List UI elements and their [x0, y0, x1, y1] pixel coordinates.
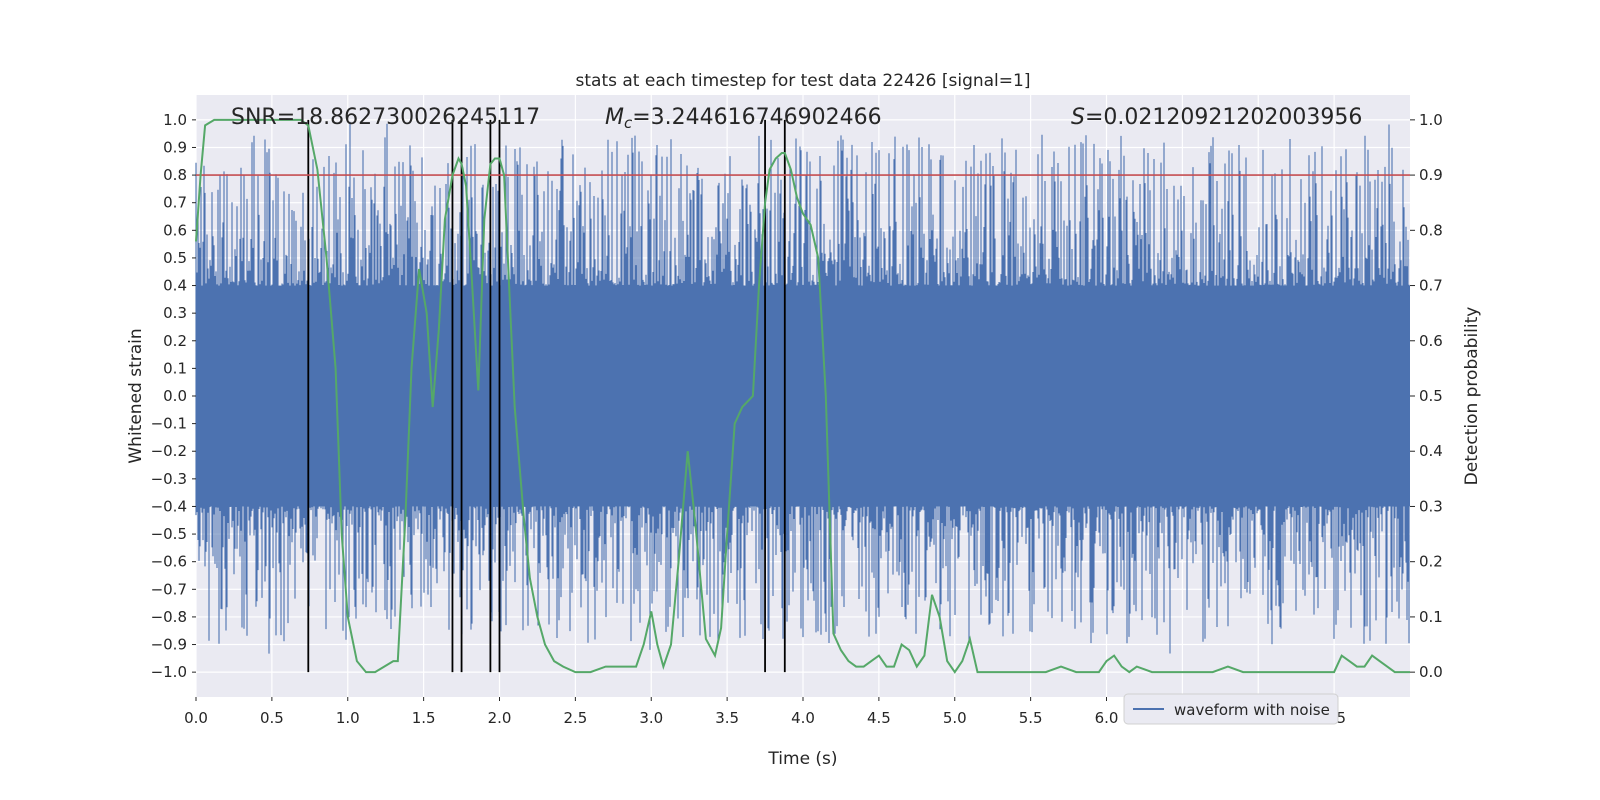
- y-left-tick-label: 0.5: [163, 249, 187, 267]
- y-left-tick-label: 0.9: [163, 138, 187, 156]
- y-left-tick-label: −0.2: [151, 442, 187, 460]
- y-left-tick-label: 0.2: [163, 332, 187, 350]
- legend: waveform with noise: [1123, 693, 1339, 725]
- y-left-tick-label: 0.6: [163, 221, 187, 239]
- s-symbol: S: [1071, 105, 1085, 130]
- axis-ticks: 0.00.51.01.52.02.53.03.54.04.55.05.56.06…: [151, 111, 1443, 727]
- x-tick-label: 6.0: [1095, 709, 1119, 727]
- x-tick-label: 1.0: [336, 709, 360, 727]
- y-left-tick-label: 0.8: [163, 166, 187, 184]
- x-tick-label: 2.0: [488, 709, 512, 727]
- y-left-tick-label: −0.8: [151, 608, 187, 626]
- x-tick-label: 5.0: [943, 709, 967, 727]
- y-left-tick-label: −0.9: [151, 636, 187, 654]
- y-left-tick-label: −0.5: [151, 525, 187, 543]
- y-left-tick-label: −0.4: [151, 497, 187, 515]
- y-right-tick-label: 1.0: [1419, 111, 1443, 129]
- x-axis-label: Time (s): [767, 749, 837, 769]
- y-left-tick-label: 0.1: [163, 359, 187, 377]
- y-right-tick-label: 0.1: [1419, 608, 1443, 626]
- y-left-tick-label: −0.6: [151, 553, 187, 571]
- chirp-mass-annotation: Mc=3.244616746902466: [605, 105, 882, 132]
- y-left-tick-label: 0.4: [163, 277, 187, 295]
- chirp-mass-symbol: M: [605, 105, 624, 130]
- y-right-tick-label: 0.4: [1419, 442, 1443, 460]
- s-value: =0.02120921202003956: [1085, 105, 1362, 130]
- y-right-tick-label: 0.3: [1419, 497, 1443, 515]
- y-left-tick-label: 0.0: [163, 387, 187, 405]
- y-right-tick-label: 0.9: [1419, 166, 1443, 184]
- y-axis-label-left: Whitened strain: [126, 328, 146, 463]
- x-tick-label: 0.5: [260, 709, 284, 727]
- y-right-tick-label: 0.8: [1419, 221, 1443, 239]
- x-tick-label: 3.0: [639, 709, 663, 727]
- x-tick-label: 5.5: [1019, 709, 1043, 727]
- probability-line: [195, 118, 1410, 674]
- y-right-tick-label: 0.0: [1419, 663, 1443, 681]
- x-tick-label: 4.0: [791, 709, 815, 727]
- chirp-mass-subscript: c: [624, 114, 633, 132]
- x-tick-label: 1.5: [412, 709, 436, 727]
- y-left-tick-label: 1.0: [163, 111, 187, 129]
- y-right-tick-label: 0.7: [1419, 277, 1443, 295]
- legend-label: waveform with noise: [1174, 701, 1330, 719]
- y-axis-label-right: Detection probability: [1462, 307, 1482, 486]
- x-tick-label: 2.5: [563, 709, 587, 727]
- waveform-spikes-upper: [195, 121, 1410, 396]
- chirp-mass-value: =3.244616746902466: [632, 105, 881, 130]
- x-tick-label: 4.5: [867, 709, 891, 727]
- y-left-tick-label: −0.3: [151, 470, 187, 488]
- x-tick-label: 3.5: [715, 709, 739, 727]
- y-left-tick-label: 0.7: [163, 194, 187, 212]
- s-annotation: S=0.02120921202003956: [1071, 105, 1362, 130]
- y-left-tick-label: −1.0: [151, 663, 187, 681]
- legend-box: [1123, 693, 1339, 725]
- waveform-series: [195, 121, 1410, 654]
- y-left-tick-label: −0.1: [151, 415, 187, 433]
- y-left-tick-label: 0.3: [163, 304, 187, 322]
- y-right-tick-label: 0.2: [1419, 553, 1443, 571]
- x-tick-label: 0.0: [184, 709, 208, 727]
- waveform-spikes-lower: [195, 396, 1410, 654]
- y-left-tick-label: −0.7: [151, 580, 187, 598]
- snr-annotation: SNR=18.862730026245117: [231, 105, 540, 130]
- chart-title: stats at each timestep for test data 224…: [576, 71, 1031, 91]
- y-right-tick-label: 0.6: [1419, 332, 1443, 350]
- probability-series: [195, 118, 1410, 674]
- y-right-tick-label: 0.5: [1419, 387, 1443, 405]
